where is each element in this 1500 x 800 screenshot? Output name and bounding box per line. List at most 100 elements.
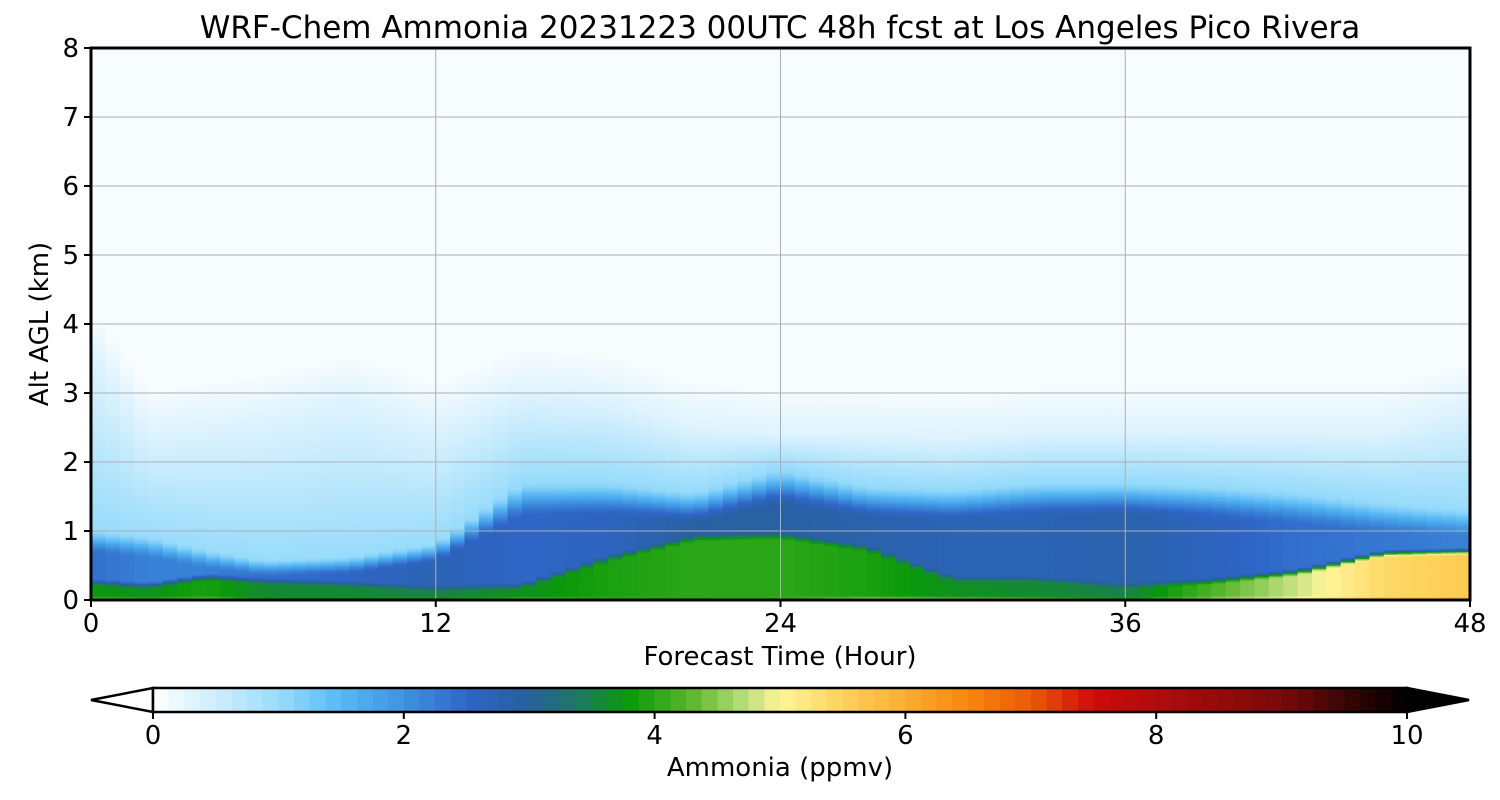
heatmap-cell <box>119 93 135 96</box>
heatmap-cell <box>148 217 164 220</box>
heatmap-cell <box>162 582 178 585</box>
heatmap-cell <box>148 234 164 237</box>
heatmap-cell <box>105 588 121 591</box>
heatmap-cell <box>134 155 150 158</box>
heatmap-cell <box>162 513 178 516</box>
heatmap-cell <box>148 209 164 212</box>
heatmap-cell <box>91 94 106 97</box>
heatmap-cell <box>148 361 164 364</box>
heatmap-cell <box>148 428 164 431</box>
heatmap-cell <box>119 398 135 401</box>
heatmap-cell <box>148 108 164 111</box>
heatmap-cell <box>91 315 106 318</box>
heatmap-cell <box>105 187 121 190</box>
heatmap-cell <box>162 452 178 455</box>
heatmap-cell <box>91 500 106 503</box>
heatmap-cell <box>134 205 150 208</box>
heatmap-cell <box>148 319 164 322</box>
heatmap-cell <box>91 584 106 587</box>
heatmap-cell <box>91 59 106 62</box>
heatmap-cell <box>105 217 121 220</box>
heatmap-cell <box>105 335 121 338</box>
heatmap-cell <box>91 537 106 540</box>
heatmap-cell <box>105 274 121 277</box>
heatmap-cell <box>91 540 106 543</box>
heatmap-cell <box>105 543 121 546</box>
heatmap-cell <box>119 536 135 539</box>
heatmap-cell <box>91 237 106 240</box>
heatmap-cell <box>119 63 135 66</box>
heatmap-cell <box>119 355 135 358</box>
heatmap-cell <box>148 524 164 527</box>
heatmap-cell <box>91 376 106 379</box>
heatmap-cell <box>134 361 150 364</box>
heatmap-cell <box>134 114 150 117</box>
heatmap-cell <box>148 238 164 241</box>
heatmap-cell <box>105 346 121 349</box>
heatmap-cell <box>148 390 164 393</box>
heatmap-cell <box>91 597 106 600</box>
heatmap-cell <box>91 279 106 282</box>
heatmap-cell <box>91 78 106 81</box>
heatmap-cell <box>105 88 121 90</box>
heatmap-cell <box>119 118 135 121</box>
heatmap-cell <box>119 282 135 285</box>
heatmap-cell <box>119 243 135 246</box>
heatmap-cell <box>119 330 135 333</box>
heatmap-cell <box>134 188 150 191</box>
heatmap-cell <box>91 195 106 198</box>
heatmap-cell <box>105 286 121 289</box>
heatmap-cell <box>91 63 106 66</box>
heatmap-cell <box>91 286 106 289</box>
heatmap-cell <box>105 344 121 347</box>
heatmap-cell <box>119 306 135 309</box>
heatmap-cell <box>105 580 121 583</box>
heatmap-cell <box>91 151 106 154</box>
heatmap-cell <box>91 507 106 510</box>
heatmap-cell <box>134 270 150 273</box>
heatmap-cell <box>91 493 106 496</box>
heatmap-cell <box>91 437 106 440</box>
heatmap-cell <box>148 266 164 269</box>
heatmap-cell <box>148 586 164 589</box>
heatmap-cell <box>134 126 150 129</box>
heatmap-cell <box>91 90 106 93</box>
heatmap-cell <box>148 68 164 71</box>
heatmap-cell <box>119 405 135 408</box>
heatmap-cell <box>148 259 164 262</box>
heatmap-cell <box>134 134 150 137</box>
heatmap-cell <box>105 437 121 440</box>
heatmap-cell <box>148 191 164 194</box>
heatmap-cell <box>119 521 135 524</box>
heatmap-cell <box>91 239 106 242</box>
chart-title: WRF-Chem Ammonia 20231223 00UTC 48h fcst… <box>200 10 1361 46</box>
heatmap-cell <box>91 580 106 583</box>
heatmap-cell <box>134 174 150 177</box>
heatmap-cell <box>134 431 150 434</box>
heatmap-cell <box>162 522 178 525</box>
heatmap-cell <box>105 381 121 384</box>
heatmap-cell <box>134 381 150 384</box>
heatmap-cell <box>148 235 164 238</box>
heatmap-cell <box>91 190 106 193</box>
heatmap-cell <box>148 300 164 303</box>
heatmap-cell <box>105 250 121 253</box>
heatmap-cell <box>148 424 164 427</box>
heatmap-cell <box>134 459 150 462</box>
heatmap-cell <box>91 179 106 182</box>
heatmap-cell <box>148 132 164 135</box>
heatmap-cell <box>105 289 121 292</box>
heatmap-cell <box>105 60 121 63</box>
heatmap-cell <box>91 528 106 531</box>
heatmap-cell <box>91 428 106 431</box>
heatmap-cell <box>119 583 135 586</box>
heatmap-cell <box>91 107 106 110</box>
heatmap-cell <box>134 456 150 459</box>
heatmap-cell <box>119 255 135 257</box>
heatmap-cell <box>162 569 178 572</box>
heatmap-cell <box>91 321 106 324</box>
heatmap-cell <box>91 162 106 165</box>
heatmap-cell <box>134 173 150 176</box>
heatmap-cell <box>91 226 106 228</box>
heatmap-cell <box>105 515 121 518</box>
